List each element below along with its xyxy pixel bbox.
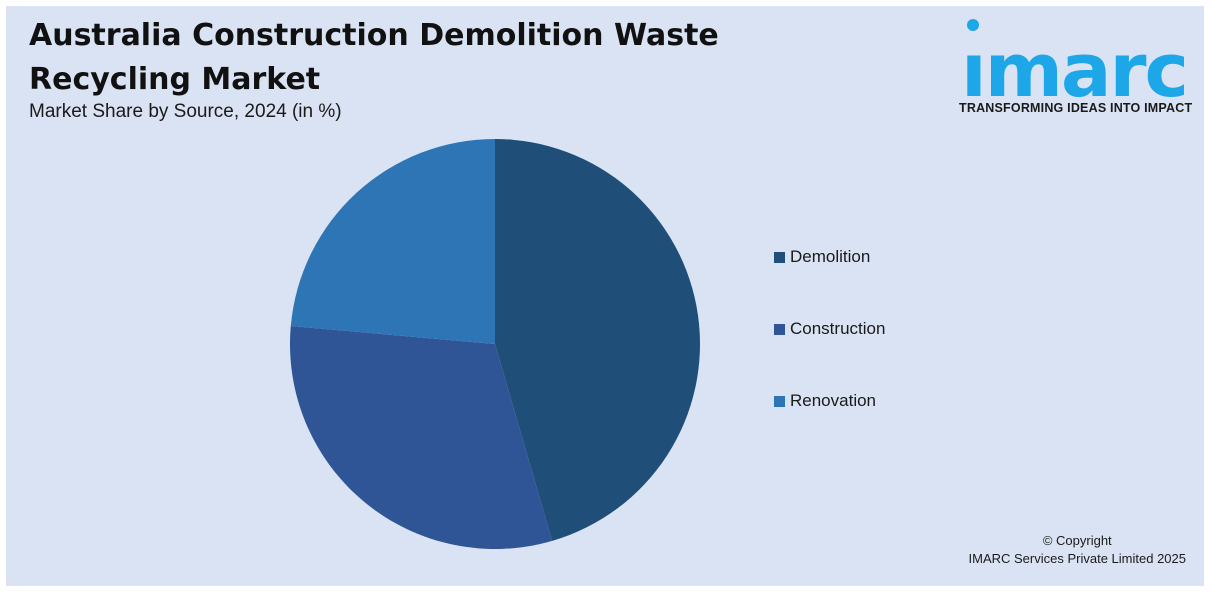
copyright-line-2: IMARC Services Private Limited 2025 [968,551,1186,566]
pie-slice-renovation [290,139,495,344]
legend-item-demolition: Demolition [774,246,885,268]
legend-label: Renovation [790,391,877,410]
svg-text:ımarc: ımarc [961,28,1187,100]
pie-slice-demolition [495,139,700,541]
legend-swatch [774,395,785,407]
chart-subtitle: Market Share by Source, 2024 (in %) [29,101,342,122]
chart-title: Australia Construction Demolition Waste … [29,18,719,97]
chart-legend: Demolition Construction Renovation [774,246,885,462]
legend-item-renovation: Renovation [774,390,885,412]
pie-slice-construction [289,325,553,549]
legend-swatch [774,251,785,263]
logo-tagline: TRANSFORMING IDEAS INTO IMPACT [959,101,1193,115]
imarc-logo: ımarc TRANSFORMING IDEAS INTO IMPACT [957,14,1193,124]
legend-label: Demolition [790,247,871,266]
legend-swatch [774,323,785,335]
legend-label: Construction [790,319,886,338]
legend-item-construction: Construction [774,318,885,340]
copyright-line-1: © Copyright [1042,533,1112,548]
imarc-wordmark-icon: ımarc [961,19,1189,100]
copyright-notice: © Copyright IMARC Services Private Limit… [969,532,1186,568]
